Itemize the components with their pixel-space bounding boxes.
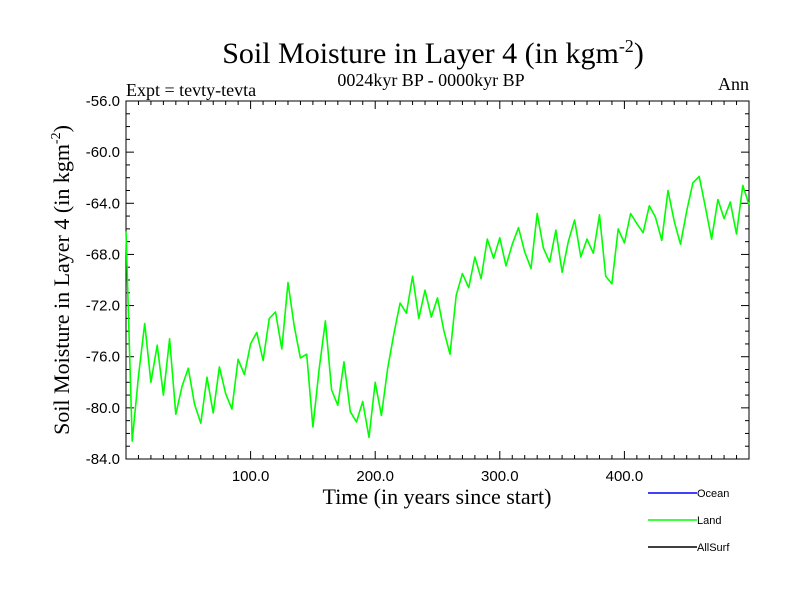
- season-label: Ann: [718, 74, 749, 94]
- legend-label-land: Land: [697, 515, 721, 527]
- y-tick-label: -80.0: [86, 400, 120, 417]
- y-axis-label: Soil Moisture in Layer 4 (in kgm-2): [49, 125, 74, 435]
- series-lines: [125, 175, 750, 442]
- y-tick-label: -64.0: [86, 195, 120, 212]
- legend-label-ocean: Ocean: [697, 488, 729, 500]
- plot-frame: [125, 100, 750, 460]
- legend: Ocean Land AllSurf: [648, 488, 730, 554]
- expt-label: Expt = tevty-tevta: [126, 80, 256, 100]
- chart-subtitle: 0024kyr BP - 0000kyr BP: [337, 70, 524, 90]
- chart-title-close: ): [634, 37, 644, 70]
- y-axis-label-sup: -2: [49, 132, 64, 144]
- x-tick-label: 400.0: [606, 468, 644, 485]
- legend-label-allsurf: AllSurf: [697, 542, 730, 554]
- chart-title-sup: -2: [619, 36, 634, 56]
- y-axis-label-close: ): [49, 125, 74, 132]
- y-axis: -84.0 -80.0 -76.0 -72.0 -68.0 -64.0 -60.0 -56.0: [86, 93, 749, 468]
- x-axis: 100.0 200.0 300.0 400.0: [137, 101, 738, 485]
- y-tick-label: -72.0: [86, 298, 120, 315]
- y-tick-label: -60.0: [86, 144, 120, 161]
- y-tick-label: -76.0: [86, 349, 120, 366]
- x-tick-label: 300.0: [481, 468, 519, 485]
- x-axis-label: Time (in years since start): [323, 484, 552, 509]
- x-tick-label: 200.0: [356, 468, 394, 485]
- y-tick-label: -56.0: [86, 93, 120, 110]
- series-line-land: [125, 175, 750, 442]
- y-tick-label: -68.0: [86, 246, 120, 263]
- chart-title: Soil Moisture in Layer 4 (in kgm-2): [222, 36, 644, 70]
- x-tick-label: 100.0: [232, 468, 270, 485]
- y-tick-label: -84.0: [86, 451, 120, 468]
